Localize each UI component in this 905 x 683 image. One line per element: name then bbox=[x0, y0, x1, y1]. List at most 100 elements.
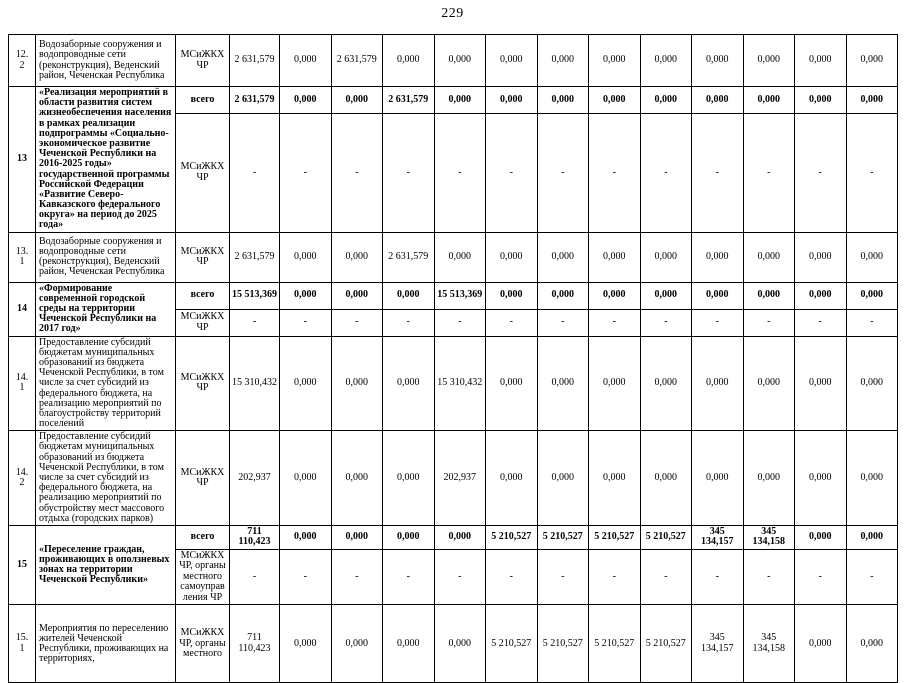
value-cell: 0,000 bbox=[794, 34, 847, 87]
value-cell: - bbox=[485, 548, 538, 606]
value-cell: - bbox=[536, 112, 589, 233]
value-cell: 0,000 bbox=[433, 231, 486, 283]
value-cell: 345 134,158 bbox=[742, 604, 795, 683]
value-cell: - bbox=[691, 548, 744, 606]
value-cell: 0,000 bbox=[845, 86, 898, 114]
row-number: 12. 2 bbox=[8, 34, 36, 87]
value-cell: 0,000 bbox=[691, 34, 744, 87]
value-cell: 0,000 bbox=[382, 34, 435, 87]
row-executor: всего bbox=[175, 281, 230, 310]
value-cell: 0,000 bbox=[279, 524, 332, 550]
value-cell: - bbox=[279, 112, 332, 233]
value-cell: 0,000 bbox=[742, 281, 795, 310]
value-cell: 5 210,527 bbox=[536, 524, 589, 550]
row-executor: МСиЖКХ ЧР bbox=[175, 308, 230, 337]
table-row: МСиЖКХ ЧР - - - - - - - - - - - - - bbox=[9, 112, 898, 233]
value-cell: 5 210,527 bbox=[588, 524, 641, 550]
value-cell: 0,000 bbox=[691, 86, 744, 114]
value-cell: 0,000 bbox=[330, 604, 383, 683]
value-cell: 0,000 bbox=[382, 524, 435, 550]
value-cell: - bbox=[433, 308, 486, 337]
value-cell: 0,000 bbox=[330, 524, 383, 550]
value-cell: 15 513,369 bbox=[229, 281, 280, 310]
value-cell: - bbox=[639, 308, 692, 337]
value-cell: 0,000 bbox=[845, 430, 898, 526]
row-executor: МСиЖКХ ЧР bbox=[175, 335, 230, 432]
value-cell: 15 310,432 bbox=[433, 335, 486, 432]
value-cell: 0,000 bbox=[742, 34, 795, 87]
value-cell: 0,000 bbox=[485, 231, 538, 283]
finance-table-body: 12. 2 Водозаборные сооружения и водопрово… bbox=[8, 34, 898, 683]
value-cell: 0,000 bbox=[485, 430, 538, 526]
value-cell: 0,000 bbox=[279, 335, 332, 432]
value-cell: 2 631,579 bbox=[330, 34, 383, 87]
row-number: 15. 1 bbox=[8, 604, 36, 683]
row-executor: МСиЖКХ ЧР bbox=[175, 112, 230, 233]
row-number: 13. 1 bbox=[8, 231, 36, 283]
value-cell: - bbox=[279, 548, 332, 606]
value-cell: 5 210,527 bbox=[639, 524, 692, 550]
value-cell: 0,000 bbox=[742, 430, 795, 526]
value-cell: - bbox=[433, 548, 486, 606]
value-cell: 345 134,157 bbox=[691, 524, 744, 550]
row-executor: МСиЖКХ ЧР, органы местного bbox=[175, 604, 230, 683]
table-row: 15. 1 Мероприятия по переселению жителей … bbox=[8, 604, 898, 683]
value-cell: - bbox=[229, 308, 280, 337]
value-cell: 15 513,369 bbox=[433, 281, 486, 310]
value-cell: 5 210,527 bbox=[485, 524, 538, 550]
value-cell: 2 631,579 bbox=[229, 34, 280, 87]
value-cell: 0,000 bbox=[639, 86, 692, 114]
row-description: Мероприятия по переселению жителей Чечен… bbox=[35, 604, 176, 683]
value-cell: 0,000 bbox=[794, 335, 847, 432]
value-cell: - bbox=[845, 112, 898, 233]
value-cell: 0,000 bbox=[536, 335, 589, 432]
value-cell: 0,000 bbox=[433, 86, 486, 114]
value-cell: 0,000 bbox=[330, 430, 383, 526]
row-number: 14. 1 bbox=[8, 335, 36, 432]
row-description: Предоставление субсидий бюджетам муницип… bbox=[35, 430, 176, 526]
value-cell: 0,000 bbox=[794, 604, 847, 683]
value-cell: 0,000 bbox=[742, 86, 795, 114]
value-cell: 345 134,158 bbox=[742, 524, 795, 550]
value-cell: - bbox=[330, 308, 383, 337]
value-cell: 0,000 bbox=[588, 86, 641, 114]
value-cell: 0,000 bbox=[691, 231, 744, 283]
value-cell: 0,000 bbox=[485, 335, 538, 432]
row-description: Водозаборные сооружения и водопроводные … bbox=[35, 34, 176, 87]
value-cell: 0,000 bbox=[691, 430, 744, 526]
value-cell: 0,000 bbox=[330, 335, 383, 432]
row-executor: МСиЖКХ ЧР, органы местного самоуправ лен… bbox=[175, 548, 230, 606]
value-cell: - bbox=[794, 112, 847, 233]
value-cell: 0,000 bbox=[845, 281, 898, 310]
value-cell: 0,000 bbox=[639, 34, 692, 87]
value-cell: - bbox=[382, 548, 435, 606]
value-cell: 0,000 bbox=[433, 604, 486, 683]
value-cell: - bbox=[742, 548, 795, 606]
value-cell: - bbox=[330, 112, 383, 233]
value-cell: - bbox=[382, 308, 435, 337]
table-row: 15 «Переселение граждан, проживающих в оп… bbox=[8, 524, 898, 606]
value-cell: 0,000 bbox=[794, 281, 847, 310]
row-description: «Переселение граждан, проживающих в опол… bbox=[35, 524, 176, 606]
value-cell: 202,937 bbox=[229, 430, 280, 526]
value-cell: 5 210,527 bbox=[588, 604, 641, 683]
value-cell: - bbox=[588, 548, 641, 606]
value-cell: - bbox=[382, 112, 435, 233]
value-cell: 0,000 bbox=[536, 34, 589, 87]
value-cell: 0,000 bbox=[330, 86, 383, 114]
value-cell: - bbox=[536, 308, 589, 337]
value-cell: 0,000 bbox=[794, 430, 847, 526]
value-cell: - bbox=[279, 308, 332, 337]
value-cell: 0,000 bbox=[536, 281, 589, 310]
value-cell: 0,000 bbox=[639, 281, 692, 310]
value-cell: 0,000 bbox=[742, 335, 795, 432]
value-cell: 0,000 bbox=[845, 604, 898, 683]
table-row: 13. 1 Водозаборные сооружения и водопрово… bbox=[8, 231, 898, 283]
value-cell: 711 110,423 bbox=[229, 604, 280, 683]
value-cell: 0,000 bbox=[794, 86, 847, 114]
value-cell: 0,000 bbox=[279, 604, 332, 683]
value-cell: 5 210,527 bbox=[536, 604, 589, 683]
value-cell: - bbox=[229, 112, 280, 233]
document-page: 229 12. 2 Водозаборные сооружения и водоп… bbox=[8, 6, 898, 683]
row-executor: МСиЖКХ ЧР bbox=[175, 34, 230, 87]
